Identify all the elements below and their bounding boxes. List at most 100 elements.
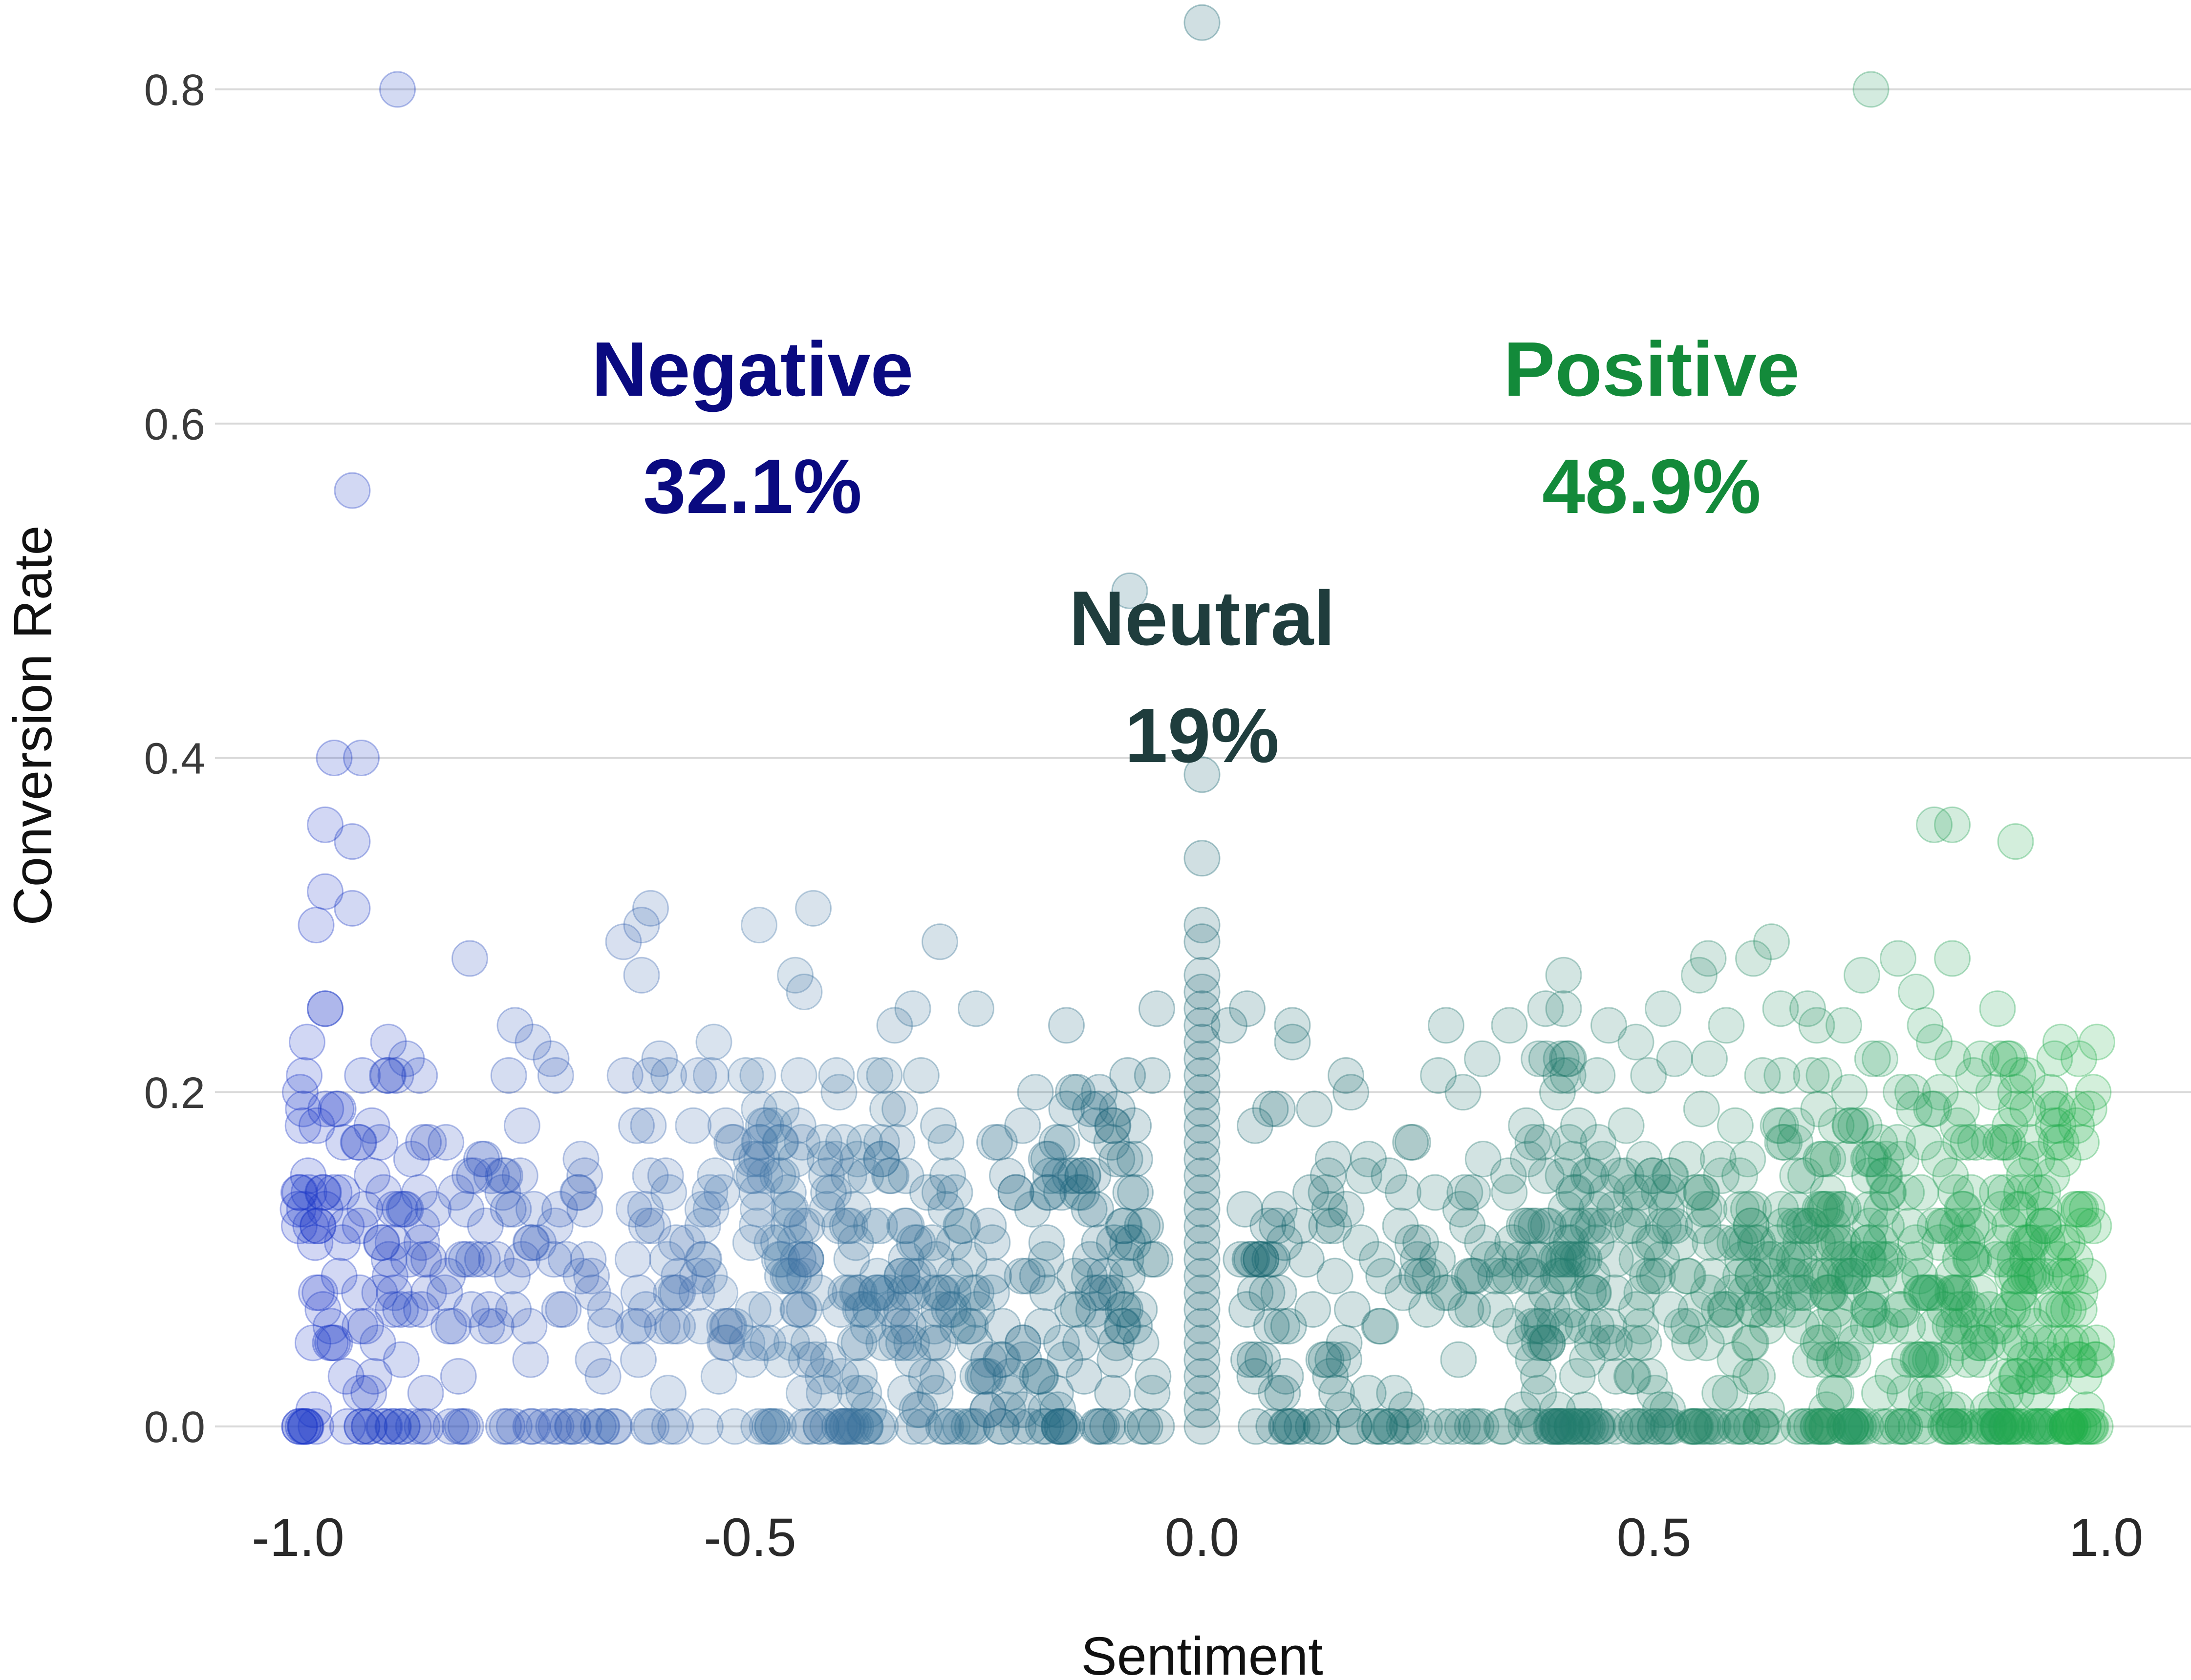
scatter-point bbox=[2040, 1090, 2077, 1127]
scatter-point bbox=[1417, 1174, 1454, 1211]
scatter-point bbox=[1372, 1408, 1409, 1445]
scatter-point bbox=[732, 1341, 769, 1378]
scatter-point bbox=[1559, 1207, 1596, 1244]
scatter-point bbox=[1708, 1007, 1745, 1044]
scatter-point bbox=[1065, 1157, 1102, 1194]
scatter-point bbox=[873, 1157, 910, 1194]
scatter-point bbox=[444, 1408, 481, 1445]
scatter-point bbox=[1098, 1324, 1135, 1361]
scatter-point bbox=[1987, 1241, 2024, 1278]
scatter-point bbox=[902, 1057, 940, 1094]
scatter-point bbox=[1713, 1274, 1750, 1311]
scatter-point bbox=[370, 1023, 407, 1061]
scatter-point bbox=[1869, 1174, 1906, 1211]
scatter-point bbox=[350, 1375, 387, 1412]
scatter-point bbox=[1570, 1274, 1607, 1311]
scatter-point bbox=[2042, 1124, 2080, 1161]
scatter-point bbox=[1183, 1324, 1221, 1361]
scatter-point bbox=[374, 1224, 411, 1261]
scatter-point bbox=[512, 1408, 549, 1445]
scatter-point bbox=[1948, 1291, 1985, 1328]
scatter-point bbox=[363, 1224, 400, 1261]
scatter-point bbox=[490, 1057, 527, 1094]
scatter-point bbox=[1802, 1408, 1839, 1445]
scatter-point bbox=[1844, 957, 1880, 994]
scatter-point bbox=[1691, 1040, 1728, 1077]
scatter-point bbox=[361, 1274, 398, 1311]
scatter-point bbox=[429, 1257, 466, 1295]
scatter-point bbox=[1527, 1207, 1565, 1244]
scatter-point bbox=[1392, 1124, 1429, 1161]
scatter-point bbox=[1303, 1408, 1340, 1445]
scatter-point bbox=[1328, 1191, 1365, 1228]
scatter-point bbox=[1553, 1408, 1590, 1445]
scatter-point bbox=[1832, 1408, 1869, 1445]
scatter-point bbox=[1808, 1191, 1845, 1228]
scatter-point bbox=[1818, 1375, 1855, 1412]
scatter-point bbox=[1634, 1157, 1671, 1194]
scatter-point bbox=[691, 1257, 728, 1295]
scatter-point bbox=[1850, 1308, 1887, 1345]
scatter-point bbox=[1541, 1408, 1578, 1445]
scatter-point bbox=[300, 1207, 337, 1244]
scatter-point bbox=[1762, 1191, 1799, 1228]
scatter-point bbox=[1832, 1408, 1869, 1445]
scatter-point bbox=[1649, 1391, 1686, 1428]
scatter-point bbox=[795, 890, 832, 927]
scatter-point bbox=[629, 1408, 666, 1445]
scatter-point bbox=[1815, 1375, 1852, 1412]
scatter-point bbox=[886, 1207, 923, 1244]
scatter-point bbox=[1916, 1375, 1953, 1412]
scatter-point bbox=[1926, 1291, 1963, 1328]
scatter-point bbox=[859, 1257, 896, 1295]
scatter-point bbox=[1704, 1408, 1741, 1445]
scatter-point bbox=[1979, 1408, 2016, 1445]
scatter-point bbox=[1295, 1408, 1332, 1445]
scatter-point bbox=[878, 1324, 915, 1361]
scatter-point bbox=[587, 1308, 624, 1345]
scatter-point bbox=[1998, 1408, 2036, 1445]
scatter-point bbox=[929, 1157, 967, 1194]
scatter-point bbox=[1823, 1191, 1860, 1228]
scatter-point bbox=[2050, 1291, 2087, 1328]
scatter-point bbox=[1315, 1207, 1353, 1244]
scatter-point bbox=[1936, 1274, 1973, 1311]
scatter-point bbox=[1668, 1141, 1705, 1178]
scatter-point bbox=[382, 1191, 419, 1228]
scatter-point bbox=[1942, 1241, 1979, 1278]
scatter-point bbox=[1829, 1408, 1867, 1445]
scatter-point bbox=[654, 1308, 691, 1345]
scatter-point bbox=[503, 1107, 540, 1144]
scatter-point bbox=[2037, 1408, 2074, 1445]
scatter-point bbox=[1056, 1257, 1094, 1295]
scatter-point bbox=[1041, 1157, 1078, 1194]
scatter-point bbox=[1540, 1408, 1577, 1445]
scatter-point bbox=[1419, 1241, 1456, 1278]
scatter-point bbox=[1826, 1408, 1864, 1445]
scatter-point bbox=[1850, 1291, 1887, 1328]
scatter-point bbox=[1782, 1274, 1819, 1311]
scatter-point bbox=[1028, 1408, 1065, 1445]
scatter-point bbox=[285, 1090, 322, 1127]
scatter-point bbox=[1183, 1291, 1221, 1328]
scatter-point bbox=[1863, 1191, 1900, 1228]
scatter-point bbox=[366, 1408, 403, 1445]
scatter-point bbox=[2049, 1408, 2086, 1445]
scatter-point bbox=[1785, 1207, 1823, 1244]
scatter-point bbox=[780, 1291, 817, 1328]
scatter-point bbox=[1183, 974, 1221, 1010]
scatter-point bbox=[1514, 1408, 1551, 1445]
scatter-point bbox=[958, 1408, 995, 1445]
scatter-point bbox=[1314, 1141, 1352, 1178]
scatter-point bbox=[1880, 940, 1916, 977]
scatter-point bbox=[2066, 1358, 2103, 1395]
scatter-point bbox=[772, 1257, 809, 1295]
scatter-point bbox=[732, 1141, 770, 1178]
scatter-point bbox=[740, 1408, 777, 1445]
scatter-point bbox=[1690, 940, 1727, 977]
scatter-point bbox=[1775, 1291, 1811, 1328]
scatter-point bbox=[1183, 1308, 1221, 1345]
scatter-point bbox=[514, 1408, 551, 1445]
scatter-point bbox=[918, 1241, 955, 1278]
scatter-point bbox=[1781, 1207, 1818, 1244]
